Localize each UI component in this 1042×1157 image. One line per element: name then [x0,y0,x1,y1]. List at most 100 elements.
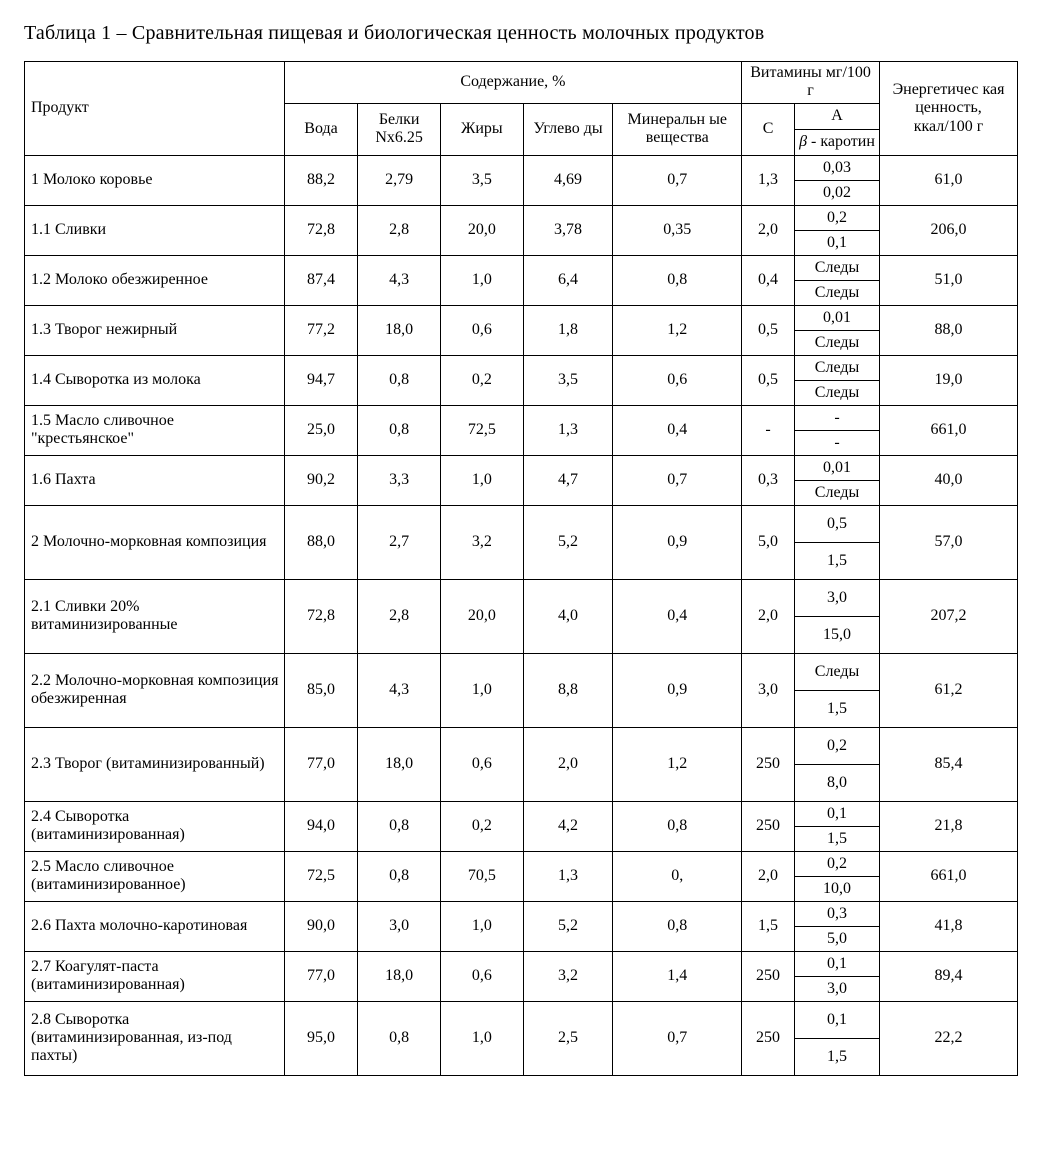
cell-minerals: 0,8 [613,801,742,851]
cell-vit-c: 0,3 [742,455,795,505]
cell-protein: 2,7 [358,505,441,579]
cell-vit-a: Следы [794,355,879,380]
cell-beta-carotene: Следы [794,380,879,405]
cell-beta-carotene: 1,5 [794,1038,879,1075]
cell-energy: 40,0 [880,455,1018,505]
cell-water: 77,2 [284,305,358,355]
cell-product: 1.4 Сыворотка из молока [25,355,285,405]
cell-water: 94,0 [284,801,358,851]
table-row: 1.6 Пахта90,23,31,04,70,70,30,0140,0 [25,455,1018,480]
table-row: 2.4 Сыворотка (витаминизированная)94,00,… [25,801,1018,826]
cell-vit-c: 2,0 [742,205,795,255]
cell-beta-carotene: Следы [794,330,879,355]
cell-vit-c: 2,0 [742,851,795,901]
cell-fat: 70,5 [441,851,524,901]
table-row: 1 Молоко коровье88,22,793,54,690,71,30,0… [25,155,1018,180]
table-row: 1.2 Молоко обезжиренное87,44,31,06,40,80… [25,255,1018,280]
cell-protein: 0,8 [358,1001,441,1075]
cell-vit-a: 3,0 [794,579,879,616]
cell-vit-a: - [794,405,879,430]
cell-product: 1.3 Творог нежирный [25,305,285,355]
table-row: 1.4 Сыворотка из молока94,70,80,23,50,60… [25,355,1018,380]
cell-energy: 61,0 [880,155,1018,205]
cell-product: 2 Молочно-морковная композиция [25,505,285,579]
cell-fat: 1,0 [441,455,524,505]
cell-vit-c: 1,5 [742,901,795,951]
cell-protein: 3,3 [358,455,441,505]
cell-minerals: 0,9 [613,505,742,579]
cell-energy: 19,0 [880,355,1018,405]
col-water: Вода [284,103,358,155]
cell-vit-a: 0,3 [794,901,879,926]
cell-carbs: 4,7 [523,455,613,505]
cell-minerals: 0, [613,851,742,901]
cell-protein: 4,3 [358,653,441,727]
cell-energy: 61,2 [880,653,1018,727]
cell-minerals: 0,8 [613,255,742,305]
cell-beta-carotene: 8,0 [794,764,879,801]
cell-water: 90,0 [284,901,358,951]
cell-product: 1.5 Масло сливочное "крестьянское" [25,405,285,455]
table-row: 1.3 Творог нежирный77,218,00,61,81,20,50… [25,305,1018,330]
cell-beta-carotene: 5,0 [794,926,879,951]
cell-beta-carotene: 10,0 [794,876,879,901]
cell-beta-carotene: 15,0 [794,616,879,653]
cell-carbs: 3,78 [523,205,613,255]
cell-beta-carotene: Следы [794,280,879,305]
cell-vit-c: 250 [742,727,795,801]
cell-carbs: 3,5 [523,355,613,405]
cell-energy: 88,0 [880,305,1018,355]
cell-minerals: 0,7 [613,155,742,205]
cell-carbs: 4,69 [523,155,613,205]
cell-beta-carotene: 1,5 [794,542,879,579]
cell-product: 1.6 Пахта [25,455,285,505]
cell-carbs: 4,2 [523,801,613,851]
cell-water: 25,0 [284,405,358,455]
cell-product: 1 Молоко коровье [25,155,285,205]
cell-protein: 18,0 [358,727,441,801]
cell-protein: 0,8 [358,405,441,455]
cell-vit-c: 0,5 [742,305,795,355]
cell-beta-carotene: 0,1 [794,230,879,255]
cell-minerals: 0,7 [613,1001,742,1075]
col-energy: Энергетичес кая ценность, ккал/100 г [880,62,1018,156]
table-row: 2.8 Сыворотка (витаминизированная, из-по… [25,1001,1018,1038]
cell-energy: 57,0 [880,505,1018,579]
cell-minerals: 1,2 [613,305,742,355]
col-minerals: Минеральн ые вещества [613,103,742,155]
cell-beta-carotene: - [794,430,879,455]
cell-water: 88,0 [284,505,358,579]
cell-vit-a: 0,2 [794,851,879,876]
cell-vit-a: 0,2 [794,727,879,764]
cell-energy: 206,0 [880,205,1018,255]
cell-carbs: 4,0 [523,579,613,653]
cell-protein: 3,0 [358,901,441,951]
cell-water: 72,8 [284,579,358,653]
cell-vit-a: 0,1 [794,1001,879,1038]
cell-vit-c: 2,0 [742,579,795,653]
table-row: 1.5 Масло сливочное "крестьянское"25,00,… [25,405,1018,430]
cell-water: 77,0 [284,951,358,1001]
cell-protein: 0,8 [358,851,441,901]
cell-beta-carotene: 1,5 [794,690,879,727]
cell-product: 2.1 Сливки 20% витаминизированные [25,579,285,653]
col-fat: Жиры [441,103,524,155]
cell-vit-a: 0,01 [794,455,879,480]
cell-carbs: 5,2 [523,505,613,579]
cell-fat: 3,2 [441,505,524,579]
cell-fat: 0,2 [441,801,524,851]
col-beta-carotene: β - каротин [794,129,879,155]
cell-vit-a: Следы [794,653,879,690]
table-row: 2.2 Молочно-морковная композиция обезжир… [25,653,1018,690]
cell-product: 2.2 Молочно-морковная композиция обезжир… [25,653,285,727]
cell-beta-carotene: 1,5 [794,826,879,851]
cell-water: 95,0 [284,1001,358,1075]
cell-minerals: 1,2 [613,727,742,801]
cell-minerals: 0,9 [613,653,742,727]
cell-carbs: 8,8 [523,653,613,727]
cell-protein: 0,8 [358,355,441,405]
cell-energy: 22,2 [880,1001,1018,1075]
cell-minerals: 0,35 [613,205,742,255]
cell-energy: 51,0 [880,255,1018,305]
table-row: 2 Молочно-морковная композиция88,02,73,2… [25,505,1018,542]
